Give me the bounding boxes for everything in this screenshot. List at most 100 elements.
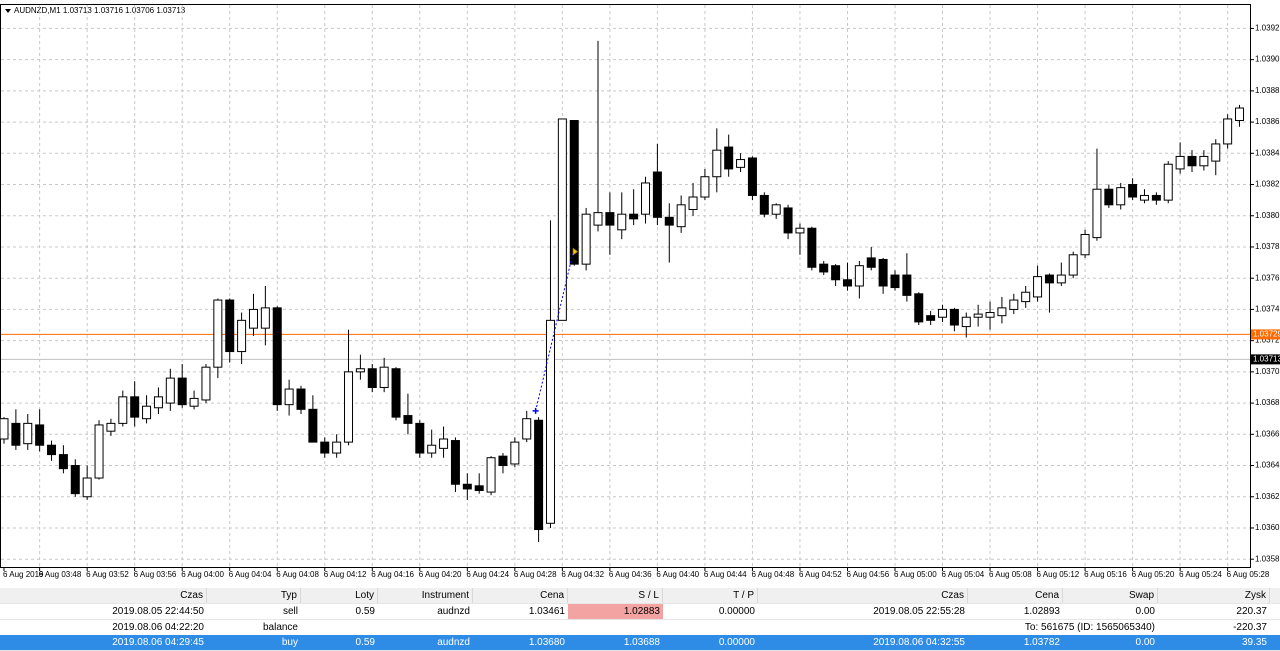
candle-body: [415, 422, 425, 454]
candle-body: [355, 368, 365, 373]
x-tick-label: 6 Aug 05:04: [942, 570, 985, 579]
x-tick-label: 6 Aug 05:12: [1037, 570, 1080, 579]
candle-body: [890, 274, 900, 289]
y-tick-label: 1.03705: [1255, 367, 1280, 376]
candle-body: [1009, 299, 1019, 310]
candle-body: [938, 308, 948, 318]
price-label-bg: [1251, 354, 1280, 365]
table-cell: 2019.08.06 04:22:20: [112, 621, 204, 633]
table-cell: audnzd: [437, 606, 470, 617]
table-row[interactable]: 2019.08.06 04:22:20 balance To: 561675 (ID…: [0, 619, 1280, 636]
candle-body: [474, 485, 484, 492]
candle-body: [320, 441, 330, 454]
candle-body: [771, 204, 781, 215]
candle-body: [296, 388, 306, 410]
x-tick-label: 6 Aug 04:12: [324, 570, 367, 579]
table-cell: 2019.08.06 04:32:55: [873, 637, 965, 648]
candle-body: [1104, 188, 1114, 206]
y-tick-label: 1.03745: [1255, 305, 1280, 314]
y-tick-label: 1.03625: [1255, 492, 1280, 501]
x-tick-label: 6 Aug 04:32: [561, 570, 604, 579]
table-cell: 2019.08.05 22:55:28: [873, 606, 965, 617]
candle-body: [201, 366, 211, 401]
column-header: T / P: [663, 588, 758, 603]
candle-body: [391, 368, 401, 418]
candle-body: [569, 120, 579, 265]
candle-body: [736, 159, 746, 168]
candle-body: [949, 308, 959, 326]
candle-body: [973, 313, 983, 318]
table-row[interactable]: 2019.08.05 22:44:50 sell 0.59 audnzd 1.03461…: [0, 604, 1280, 620]
candle-body: [747, 157, 757, 196]
candle-body: [213, 299, 223, 368]
y-tick-label: 1.03845: [1255, 148, 1280, 157]
x-tick-label: 6 Aug 05:16: [1084, 570, 1127, 579]
y-tick-label: 1.03605: [1255, 523, 1280, 532]
candle-body: [510, 441, 520, 465]
candle-body: [819, 263, 829, 273]
table-cell: 0.59: [355, 637, 375, 648]
column-header: Cena: [473, 588, 568, 603]
candle-body: [58, 454, 68, 470]
price-label: 1.03729: [1253, 330, 1280, 339]
column-header: Czas: [0, 588, 207, 603]
x-tick-label: 6 Aug 05:28: [1227, 570, 1270, 579]
candle-body: [82, 477, 92, 498]
candle-body: [0, 418, 9, 440]
table-cell: 1.03688: [623, 637, 660, 648]
column-header: Swap: [1063, 588, 1158, 603]
candle-body: [344, 371, 354, 443]
table-cell: 1.03680: [528, 637, 565, 648]
table-cell: 1.02893: [1023, 606, 1060, 617]
x-tick-label: 6 Aug 04:00: [181, 570, 224, 579]
y-tick-label: 1.03925: [1255, 24, 1280, 33]
candle-body: [807, 227, 817, 268]
candle-body: [1199, 155, 1209, 167]
plot-frame: [0, 4, 1251, 568]
x-tick-label: 6 Aug 04:52: [799, 570, 842, 579]
x-tick-label: 6 Aug 04:04: [229, 570, 272, 579]
candle-body: [641, 182, 651, 215]
candle-body: [534, 419, 544, 531]
menu-arrow[interactable]: [5, 9, 11, 13]
candle-body: [557, 118, 567, 321]
candle-body: [189, 397, 199, 407]
price-label-bg: [1251, 329, 1280, 340]
table-cell: 1.03782: [1023, 637, 1060, 648]
column-header: Typ: [207, 588, 301, 603]
x-tick-label: 6 Aug 03:56: [134, 570, 177, 579]
candle-body: [1116, 187, 1126, 206]
candle-body: [866, 257, 876, 268]
candle-body: [225, 299, 235, 353]
y-tick-label: 1.03865: [1255, 117, 1280, 126]
y-tick-label: 1.03645: [1255, 461, 1280, 470]
candle-body: [248, 308, 258, 329]
candle-body: [1175, 155, 1185, 170]
table-row[interactable]: 2019.08.06 04:29:45 buy 0.59 audnzd 1.03680 1…: [0, 635, 1280, 651]
candle-body: [165, 377, 175, 404]
table-cell: buy: [281, 637, 298, 648]
y-tick-label: 1.03825: [1255, 180, 1280, 189]
candle-body: [498, 455, 508, 467]
candle-body: [403, 415, 413, 424]
candle-body: [688, 196, 698, 211]
candle-body: [878, 258, 888, 287]
candle-body: [1080, 233, 1090, 256]
candle-body: [985, 312, 995, 318]
candle-body: [118, 396, 128, 424]
x-tick-label: 6 Aug 04:08: [276, 570, 319, 579]
column-header: S / L: [568, 588, 663, 603]
candle-body: [1151, 194, 1161, 201]
y-tick-label: 1.03805: [1255, 211, 1280, 220]
y-tick-label: 1.03685: [1255, 398, 1280, 407]
y-tick-label: 1.03885: [1255, 86, 1280, 95]
table-cell: audnzd: [437, 637, 470, 648]
candle-body: [153, 396, 163, 409]
candle-body: [486, 457, 496, 493]
candle-body: [462, 483, 472, 490]
candle-body: [35, 424, 45, 446]
y-tick-label: 1.03785: [1255, 242, 1280, 251]
candle-body: [1128, 184, 1138, 198]
